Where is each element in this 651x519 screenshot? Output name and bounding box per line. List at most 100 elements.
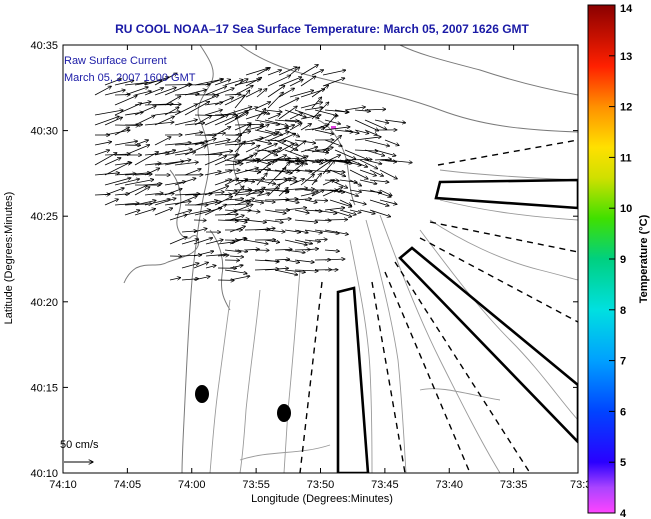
current-vector <box>274 189 289 192</box>
current-vector <box>194 116 212 126</box>
current-vector <box>264 239 280 242</box>
current-vector <box>181 231 197 232</box>
current-vector <box>154 194 174 196</box>
current-vector <box>267 114 280 120</box>
x-tick-label: 73:45 <box>371 479 399 491</box>
current-vector <box>134 106 156 116</box>
x-tick-label: 73:50 <box>307 479 335 491</box>
current-vector <box>181 279 199 280</box>
current-vector <box>379 160 397 162</box>
current-vector <box>339 209 356 215</box>
current-vector <box>204 79 224 86</box>
current-vector <box>294 219 318 222</box>
current-vector <box>256 193 270 197</box>
current-vector <box>274 128 289 130</box>
current-vector <box>164 96 181 106</box>
current-vector <box>274 199 298 200</box>
current-vector <box>234 250 248 252</box>
current-vector <box>174 152 196 156</box>
y-tick-label: 40:35 <box>30 40 58 52</box>
current-vector <box>304 159 323 164</box>
current-vector <box>284 199 299 203</box>
current-vector <box>174 120 197 126</box>
current-vector <box>267 86 285 98</box>
current-vector <box>311 85 329 98</box>
current-vector <box>364 109 386 110</box>
current-vector <box>94 86 111 96</box>
current-vector <box>304 149 329 153</box>
current-vector <box>314 200 328 201</box>
current-vector <box>144 104 173 105</box>
current-vector <box>314 109 338 116</box>
current-vector <box>194 201 218 206</box>
current-vector <box>284 188 308 191</box>
current-vector <box>322 70 346 76</box>
current-vector <box>144 193 163 196</box>
current-vector <box>184 90 207 96</box>
current-vector <box>314 209 337 213</box>
current-vector <box>284 160 304 162</box>
current-vector <box>278 67 297 76</box>
current-vector <box>324 139 342 146</box>
current-vector <box>94 110 123 116</box>
current-vector <box>254 160 277 161</box>
current-vector <box>114 81 134 86</box>
current-vector <box>244 249 259 250</box>
radar-beams <box>299 139 578 473</box>
current-vector <box>174 194 200 195</box>
current-vector <box>224 107 252 116</box>
current-vector <box>284 239 307 245</box>
sst-pixel <box>331 126 336 129</box>
current-vector <box>234 141 245 153</box>
current-vector <box>214 79 231 86</box>
current-vector <box>104 199 118 206</box>
current-vector <box>164 107 179 116</box>
current-vector <box>234 79 248 87</box>
current-vector <box>314 129 334 134</box>
colorbar-label: Temperature (°C) <box>638 214 650 303</box>
current-vector <box>234 193 262 196</box>
current-vector <box>369 169 384 176</box>
current-vector <box>104 178 131 186</box>
current-vector <box>278 106 297 120</box>
current-vector <box>267 184 280 197</box>
current-vector <box>334 129 353 132</box>
current-vector <box>344 149 369 160</box>
current-vector <box>304 199 317 202</box>
current-vector <box>94 142 112 146</box>
current-vector <box>284 159 299 164</box>
current-vector <box>205 254 227 256</box>
current-vector <box>264 149 278 156</box>
current-vector <box>364 159 382 164</box>
current-vector <box>267 168 286 186</box>
current-vector <box>284 149 306 158</box>
current-vector <box>254 189 279 191</box>
current-vector <box>229 265 243 269</box>
current-vector <box>294 199 312 200</box>
current-vector <box>267 75 291 87</box>
current-vector <box>144 163 161 165</box>
current-vector <box>104 90 125 96</box>
current-vector <box>114 179 140 186</box>
current-vector <box>204 133 225 136</box>
current-vector <box>264 268 289 270</box>
current-vector <box>245 145 260 153</box>
current-vector <box>244 190 264 191</box>
current-vector <box>274 178 296 181</box>
current-vector <box>294 209 309 213</box>
current-vector <box>359 159 378 169</box>
bathymetry-contours <box>209 169 578 473</box>
current-vector <box>324 250 339 251</box>
beam-line <box>419 237 578 323</box>
current-vector <box>284 129 300 137</box>
current-vector <box>300 147 318 153</box>
current-vector <box>204 140 230 146</box>
station-marker <box>195 385 209 403</box>
current-vector <box>294 109 319 118</box>
current-vector <box>154 87 176 96</box>
current-vector <box>214 170 232 176</box>
current-vector <box>311 161 331 175</box>
current-vector <box>284 139 298 145</box>
current-vector <box>278 178 291 186</box>
current-vector <box>311 102 329 120</box>
